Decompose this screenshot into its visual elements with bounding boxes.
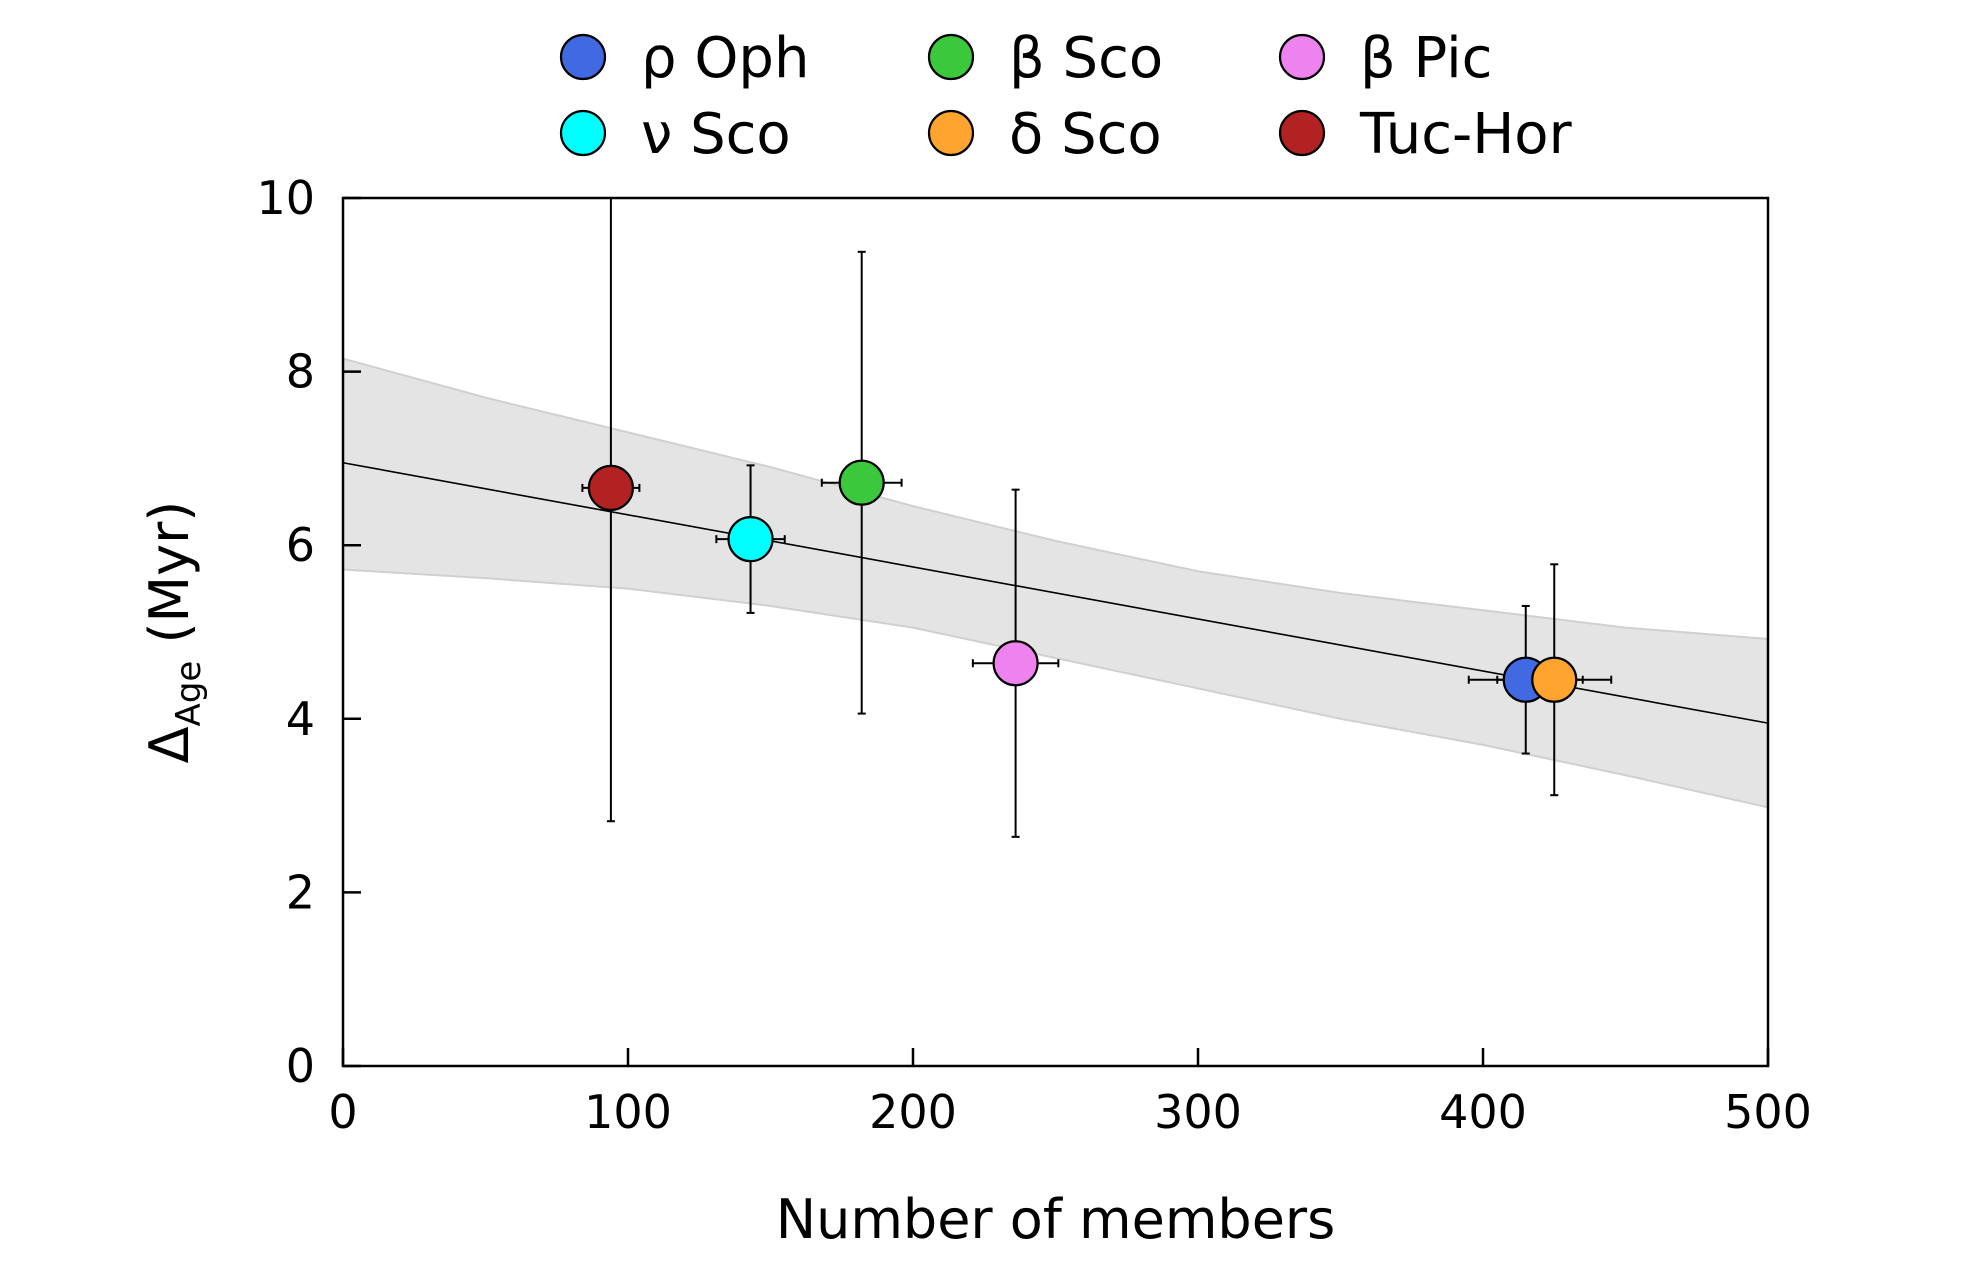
legend-marker [559, 109, 607, 157]
legend-label: δ Sco [1009, 102, 1162, 167]
points-layer [587, 459, 1578, 703]
x-tick-label: 400 [1439, 1085, 1527, 1139]
ticks-layer: 0 100 200 300 400 500 0 2 4 6 8 10 [256, 171, 1811, 1139]
point-sco [727, 516, 774, 563]
x-tick-label: 200 [869, 1085, 957, 1139]
point-sco [1531, 656, 1578, 703]
y-tick-label: 10 [256, 171, 315, 225]
legend-marker [559, 33, 607, 81]
y-axis-title-main: Δ [138, 726, 201, 763]
y-tick-label: 8 [286, 345, 315, 399]
plot-frame [341, 196, 1770, 1068]
y-tick-label: 6 [286, 518, 315, 572]
point-pic [992, 640, 1039, 687]
legend-item-pic: β Pic [1278, 26, 1492, 91]
y-axis-title-unit: (Myr) [138, 501, 201, 661]
legend-item-sco: ν Sco [559, 102, 791, 167]
x-tick-label: 300 [1154, 1085, 1242, 1139]
legend-label: β Pic [1360, 26, 1492, 91]
legend-label: ν Sco [641, 102, 791, 167]
legend-item-tuc-hor: Tuc-Hor [1278, 102, 1573, 167]
legend-marker [927, 109, 975, 157]
x-tick-label: 100 [584, 1085, 672, 1139]
y-tick-label: 0 [286, 1039, 315, 1093]
x-tick-label: 0 [328, 1085, 357, 1139]
x-tick-label: 500 [1724, 1085, 1812, 1139]
legend: ρ Oph ν Sco β Sco δ Sco β Pic Tuc-Hor [559, 26, 1573, 167]
y-axis-title: ΔAge (Myr) [138, 501, 209, 764]
point-tuc-hor [587, 464, 635, 512]
y-tick-label: 2 [286, 865, 315, 919]
x-axis-title: Number of members [776, 1188, 1336, 1251]
legend-item-sco: δ Sco [927, 102, 1162, 167]
y-axis-title-subscript: Age [169, 661, 209, 727]
legend-label: Tuc-Hor [1359, 102, 1573, 167]
legend-item-oph: ρ Oph [559, 26, 809, 91]
point-sco [838, 459, 885, 506]
y-tick-label: 4 [286, 692, 315, 746]
legend-item-sco: β Sco [927, 26, 1163, 91]
legend-label: β Sco [1009, 26, 1163, 91]
legend-marker [1278, 33, 1326, 81]
legend-marker [1278, 109, 1326, 157]
legend-marker [927, 33, 975, 81]
legend-label: ρ Oph [641, 26, 809, 91]
